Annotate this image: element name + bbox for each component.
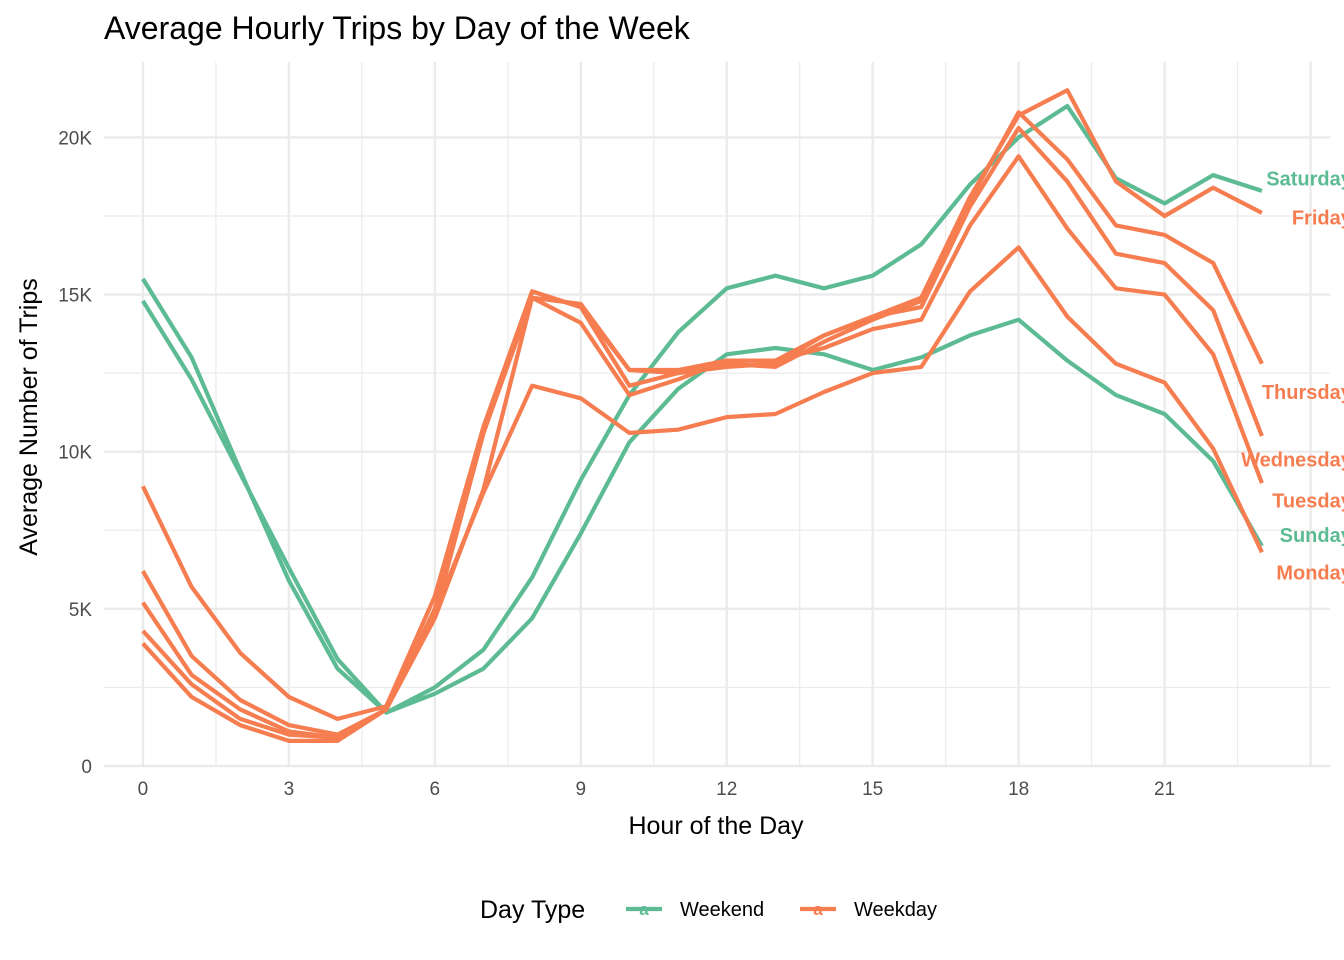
series-label-thursday: Thursday bbox=[1262, 382, 1344, 404]
series-label-sunday: Sunday bbox=[1280, 525, 1344, 547]
y-tick-label: 5K bbox=[69, 600, 93, 621]
series-label-monday: Monday bbox=[1276, 563, 1344, 585]
x-tick-label: 12 bbox=[716, 779, 737, 800]
x-tick-label: 0 bbox=[138, 779, 149, 800]
series-line-saturday bbox=[141, 103, 1263, 715]
x-tick-label: 21 bbox=[1154, 779, 1175, 800]
x-tick-label: 18 bbox=[1008, 779, 1029, 800]
series-line-tuesday bbox=[141, 154, 1264, 740]
x-tick-label: 6 bbox=[430, 779, 441, 800]
legend-key-glyph: a bbox=[813, 900, 823, 919]
x-tick-label: 15 bbox=[862, 779, 883, 800]
y-tick-label: 0 bbox=[81, 757, 92, 778]
series-line-wednesday bbox=[141, 125, 1264, 740]
gridlines bbox=[104, 62, 1330, 768]
y-axis-title: Average Number of Trips bbox=[15, 278, 43, 555]
x-axis-title: Hour of the Day bbox=[628, 812, 804, 840]
legend-key-glyph: a bbox=[639, 900, 649, 919]
y-axis-ticks: 0 5K 10K 15K 20K bbox=[58, 128, 92, 778]
series-labels: Saturday Sunday Friday Thursday Wednesday Tue… bbox=[1241, 168, 1344, 584]
series-lines bbox=[141, 88, 1264, 744]
legend-label-weekday: Weekday bbox=[854, 899, 937, 921]
legend-title: Day Type bbox=[480, 896, 585, 924]
x-axis-ticks: 0 3 6 9 12 15 18 21 bbox=[138, 779, 1176, 800]
chart-title: Average Hourly Trips by Day of the Week bbox=[104, 10, 691, 46]
y-tick-label: 10K bbox=[58, 443, 92, 464]
legend-label-weekend: Weekend bbox=[680, 899, 764, 921]
series-label-tuesday: Tuesday bbox=[1272, 490, 1344, 512]
series-line-monday bbox=[141, 245, 1264, 744]
series-label-friday: Friday bbox=[1292, 208, 1344, 230]
series-line-friday bbox=[141, 88, 1263, 722]
x-tick-label: 9 bbox=[575, 779, 586, 800]
series-label-wednesday: Wednesday bbox=[1241, 450, 1344, 472]
legend: Day Type a Weekend a Weekday bbox=[480, 896, 937, 924]
x-tick-label: 3 bbox=[284, 779, 295, 800]
y-tick-label: 15K bbox=[58, 286, 92, 307]
y-tick-label: 20K bbox=[58, 128, 92, 149]
series-label-saturday: Saturday bbox=[1266, 168, 1344, 190]
